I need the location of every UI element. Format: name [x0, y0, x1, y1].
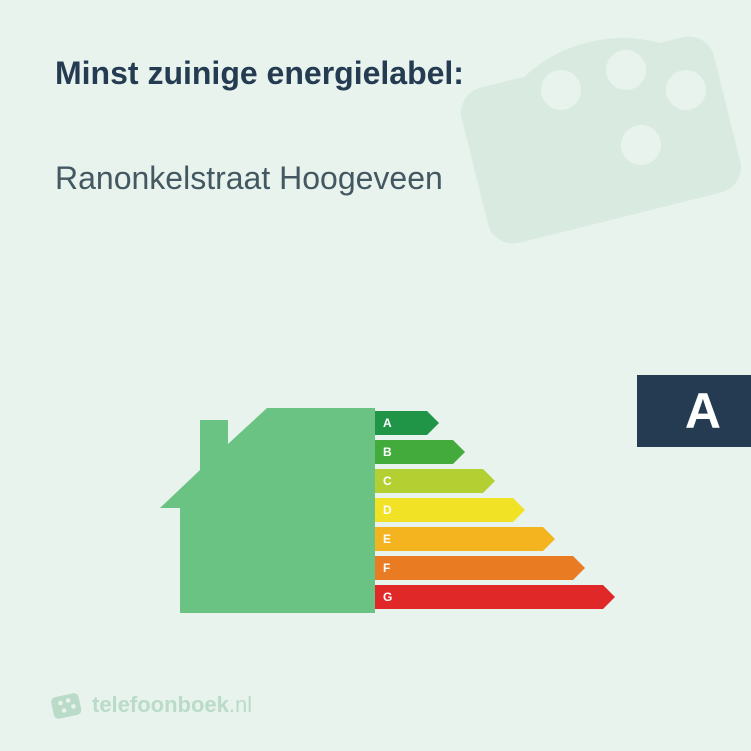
chevron-right-icon: [543, 527, 555, 551]
energy-bar-label: D: [375, 503, 392, 517]
energy-bar-d: D: [375, 498, 513, 522]
chevron-right-icon: [453, 440, 465, 464]
energy-bar-row-d: D: [375, 495, 603, 524]
energy-bar-row-b: B: [375, 437, 603, 466]
chevron-right-icon: [573, 556, 585, 580]
energy-bar-a: A: [375, 411, 427, 435]
chevron-right-icon: [513, 498, 525, 522]
energy-label-chart: A B C D E F G: [160, 390, 580, 630]
footer-palette-icon: [47, 686, 85, 724]
energy-bar-row-a: A: [375, 408, 603, 437]
energy-bar-label: F: [375, 561, 390, 575]
energy-bar-c: C: [375, 469, 483, 493]
energy-bar-row-f: F: [375, 553, 603, 582]
footer-brand-light: .nl: [229, 692, 252, 718]
energy-bar-row-g: G: [375, 582, 603, 611]
result-badge: A: [637, 375, 751, 447]
footer-brand: telefoonboek.nl: [50, 689, 252, 721]
energy-bar-row-e: E: [375, 524, 603, 553]
energy-bar-row-c: C: [375, 466, 603, 495]
footer-brand-text: telefoonboek.nl: [92, 692, 252, 718]
house-icon: [160, 408, 375, 613]
chevron-right-icon: [603, 585, 615, 609]
energy-bar-e: E: [375, 527, 543, 551]
footer-brand-bold: telefoonboek: [92, 692, 229, 718]
energy-bar-label: G: [375, 590, 392, 604]
page-title: Minst zuinige energielabel:: [55, 55, 464, 92]
result-badge-letter: A: [685, 386, 721, 436]
background-palette-icon: [441, 0, 751, 250]
energy-bar-label: C: [375, 474, 392, 488]
energy-bar-f: F: [375, 556, 573, 580]
energy-bar-label: A: [375, 416, 392, 430]
address-line: Ranonkelstraat Hoogeveen: [55, 160, 443, 197]
energy-bars: A B C D E F G: [375, 408, 603, 611]
energy-bar-b: B: [375, 440, 453, 464]
chevron-right-icon: [427, 411, 439, 435]
energy-bar-label: E: [375, 532, 391, 546]
energy-bar-g: G: [375, 585, 603, 609]
chevron-right-icon: [483, 469, 495, 493]
energy-bar-label: B: [375, 445, 392, 459]
